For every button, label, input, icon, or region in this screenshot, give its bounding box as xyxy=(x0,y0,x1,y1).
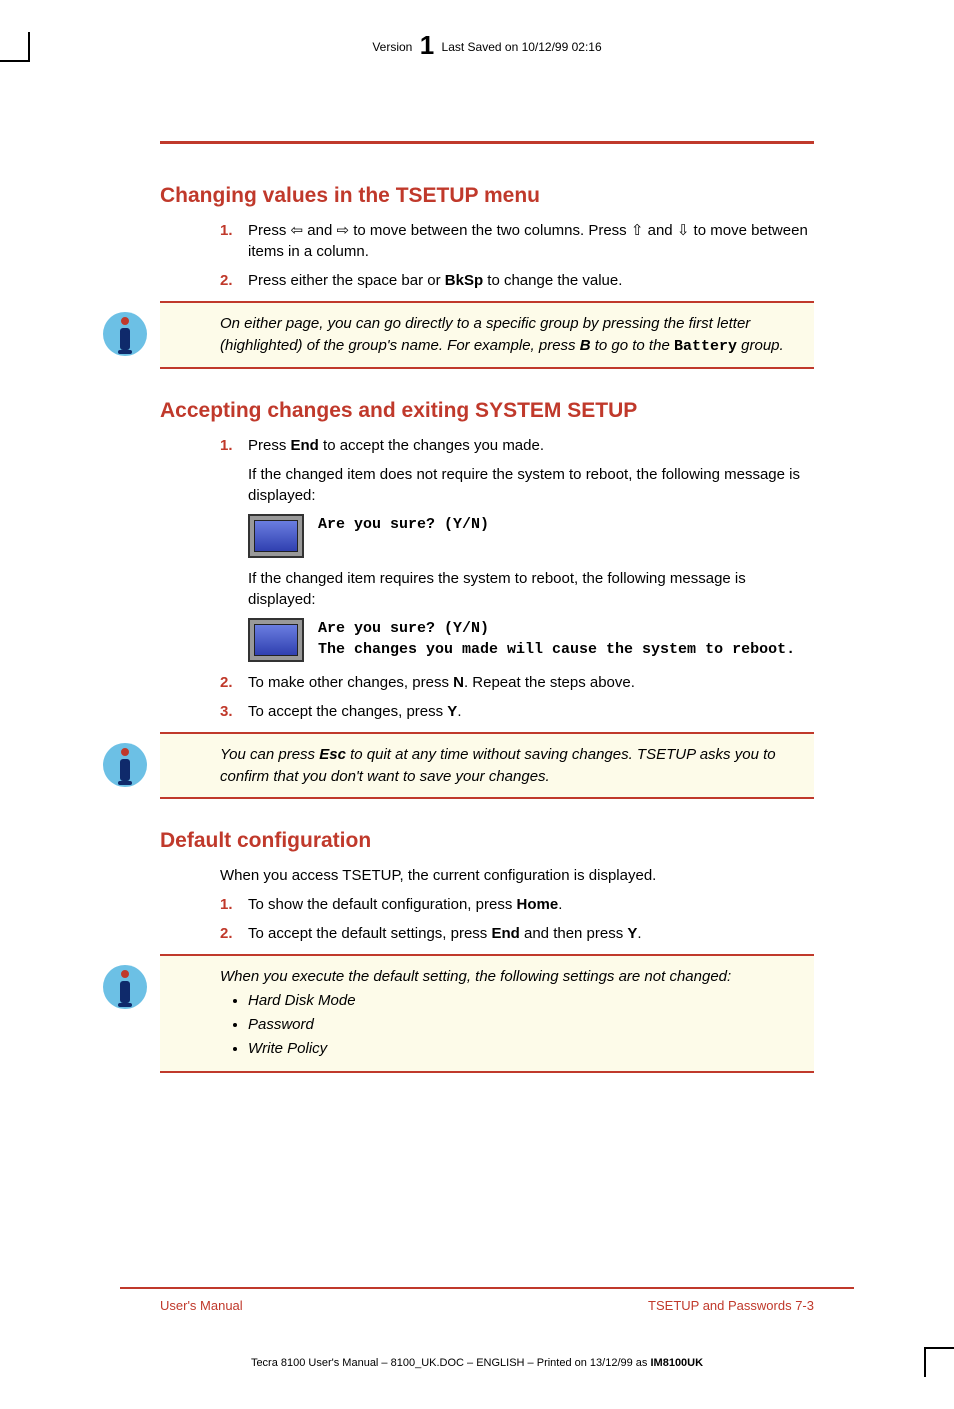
header-prefix: Version xyxy=(372,40,412,54)
section-title-changing: Changing values in the TSETUP menu xyxy=(160,184,814,208)
monitor-icon xyxy=(248,514,304,558)
page: Version 1 Last Saved on 10/12/99 02:16 C… xyxy=(0,0,954,1409)
changing-steps: 1.Press ⇦ and ⇨ to move between the two … xyxy=(220,220,814,291)
crop-mark-br xyxy=(924,1347,954,1349)
message-box: Are you sure? (Y/N) The changes you made… xyxy=(248,618,814,662)
tip-box: You can press Esc to quit at any time wi… xyxy=(160,732,814,800)
accepting-steps-1: 1.Press End to accept the changes you ma… xyxy=(220,435,814,456)
footer-rule xyxy=(120,1287,854,1289)
tip-box: When you execute the default setting, th… xyxy=(160,954,814,1073)
info-icon xyxy=(100,740,150,790)
step-subtext: If the changed item does not require the… xyxy=(248,464,814,506)
section-title-accepting: Accepting changes and exiting SYSTEM SET… xyxy=(160,399,814,423)
print-line: Tecra 8100 User's Manual – 8100_UK.DOC –… xyxy=(0,1357,954,1369)
content: Changing values in the TSETUP menu 1.Pre… xyxy=(160,184,814,1073)
accepting-steps-2: 2.To make other changes, press N. Repeat… xyxy=(220,672,814,722)
intro-text: When you access TSETUP, the current conf… xyxy=(220,865,814,886)
tip-text: You can press Esc to quit at any time wi… xyxy=(220,746,776,785)
step-subtext: If the changed item requires the system … xyxy=(248,568,814,610)
tip-list-item: Hard Disk Mode xyxy=(248,990,800,1012)
info-icon xyxy=(100,309,150,359)
message-text: Are you sure? (Y/N) xyxy=(318,618,795,639)
message-text: The changes you made will cause the syst… xyxy=(318,639,795,660)
crop-mark-tl xyxy=(0,60,30,62)
tip-list: Hard Disk Mode Password Write Policy xyxy=(248,990,800,1059)
tip-intro: When you execute the default setting, th… xyxy=(220,966,800,988)
monitor-icon xyxy=(248,618,304,662)
section-title-default: Default configuration xyxy=(160,829,814,853)
list-item: 2.To make other changes, press N. Repeat… xyxy=(220,672,814,693)
list-item: 1.To show the default configuration, pre… xyxy=(220,894,814,915)
header-rule xyxy=(160,141,814,144)
list-item: 1.Press ⇦ and ⇨ to move between the two … xyxy=(220,220,814,262)
header-version: 1 xyxy=(416,30,438,60)
list-item: 3.To accept the changes, press Y. xyxy=(220,701,814,722)
info-icon xyxy=(100,962,150,1012)
list-item: 2.Press either the space bar or BkSp to … xyxy=(220,270,814,291)
page-header: Version 1 Last Saved on 10/12/99 02:16 xyxy=(120,30,854,71)
default-steps: 1.To show the default configuration, pre… xyxy=(220,894,814,944)
footer-left: User's Manual xyxy=(160,1298,243,1313)
list-item: 1.Press End to accept the changes you ma… xyxy=(220,435,814,456)
footer: User's Manual TSETUP and Passwords 7-3 xyxy=(160,1298,814,1313)
footer-right: TSETUP and Passwords 7-3 xyxy=(648,1298,814,1313)
tip-box: On either page, you can go directly to a… xyxy=(160,301,814,369)
list-item: 2.To accept the default settings, press … xyxy=(220,923,814,944)
tip-list-item: Password xyxy=(248,1014,800,1036)
tip-list-item: Write Policy xyxy=(248,1038,800,1060)
tip-text: On either page, you can go directly to a… xyxy=(220,315,784,354)
header-saved: Last Saved on 10/12/99 02:16 xyxy=(442,40,602,54)
message-box: Are you sure? (Y/N) xyxy=(248,514,814,558)
message-text: Are you sure? (Y/N) xyxy=(318,514,489,535)
